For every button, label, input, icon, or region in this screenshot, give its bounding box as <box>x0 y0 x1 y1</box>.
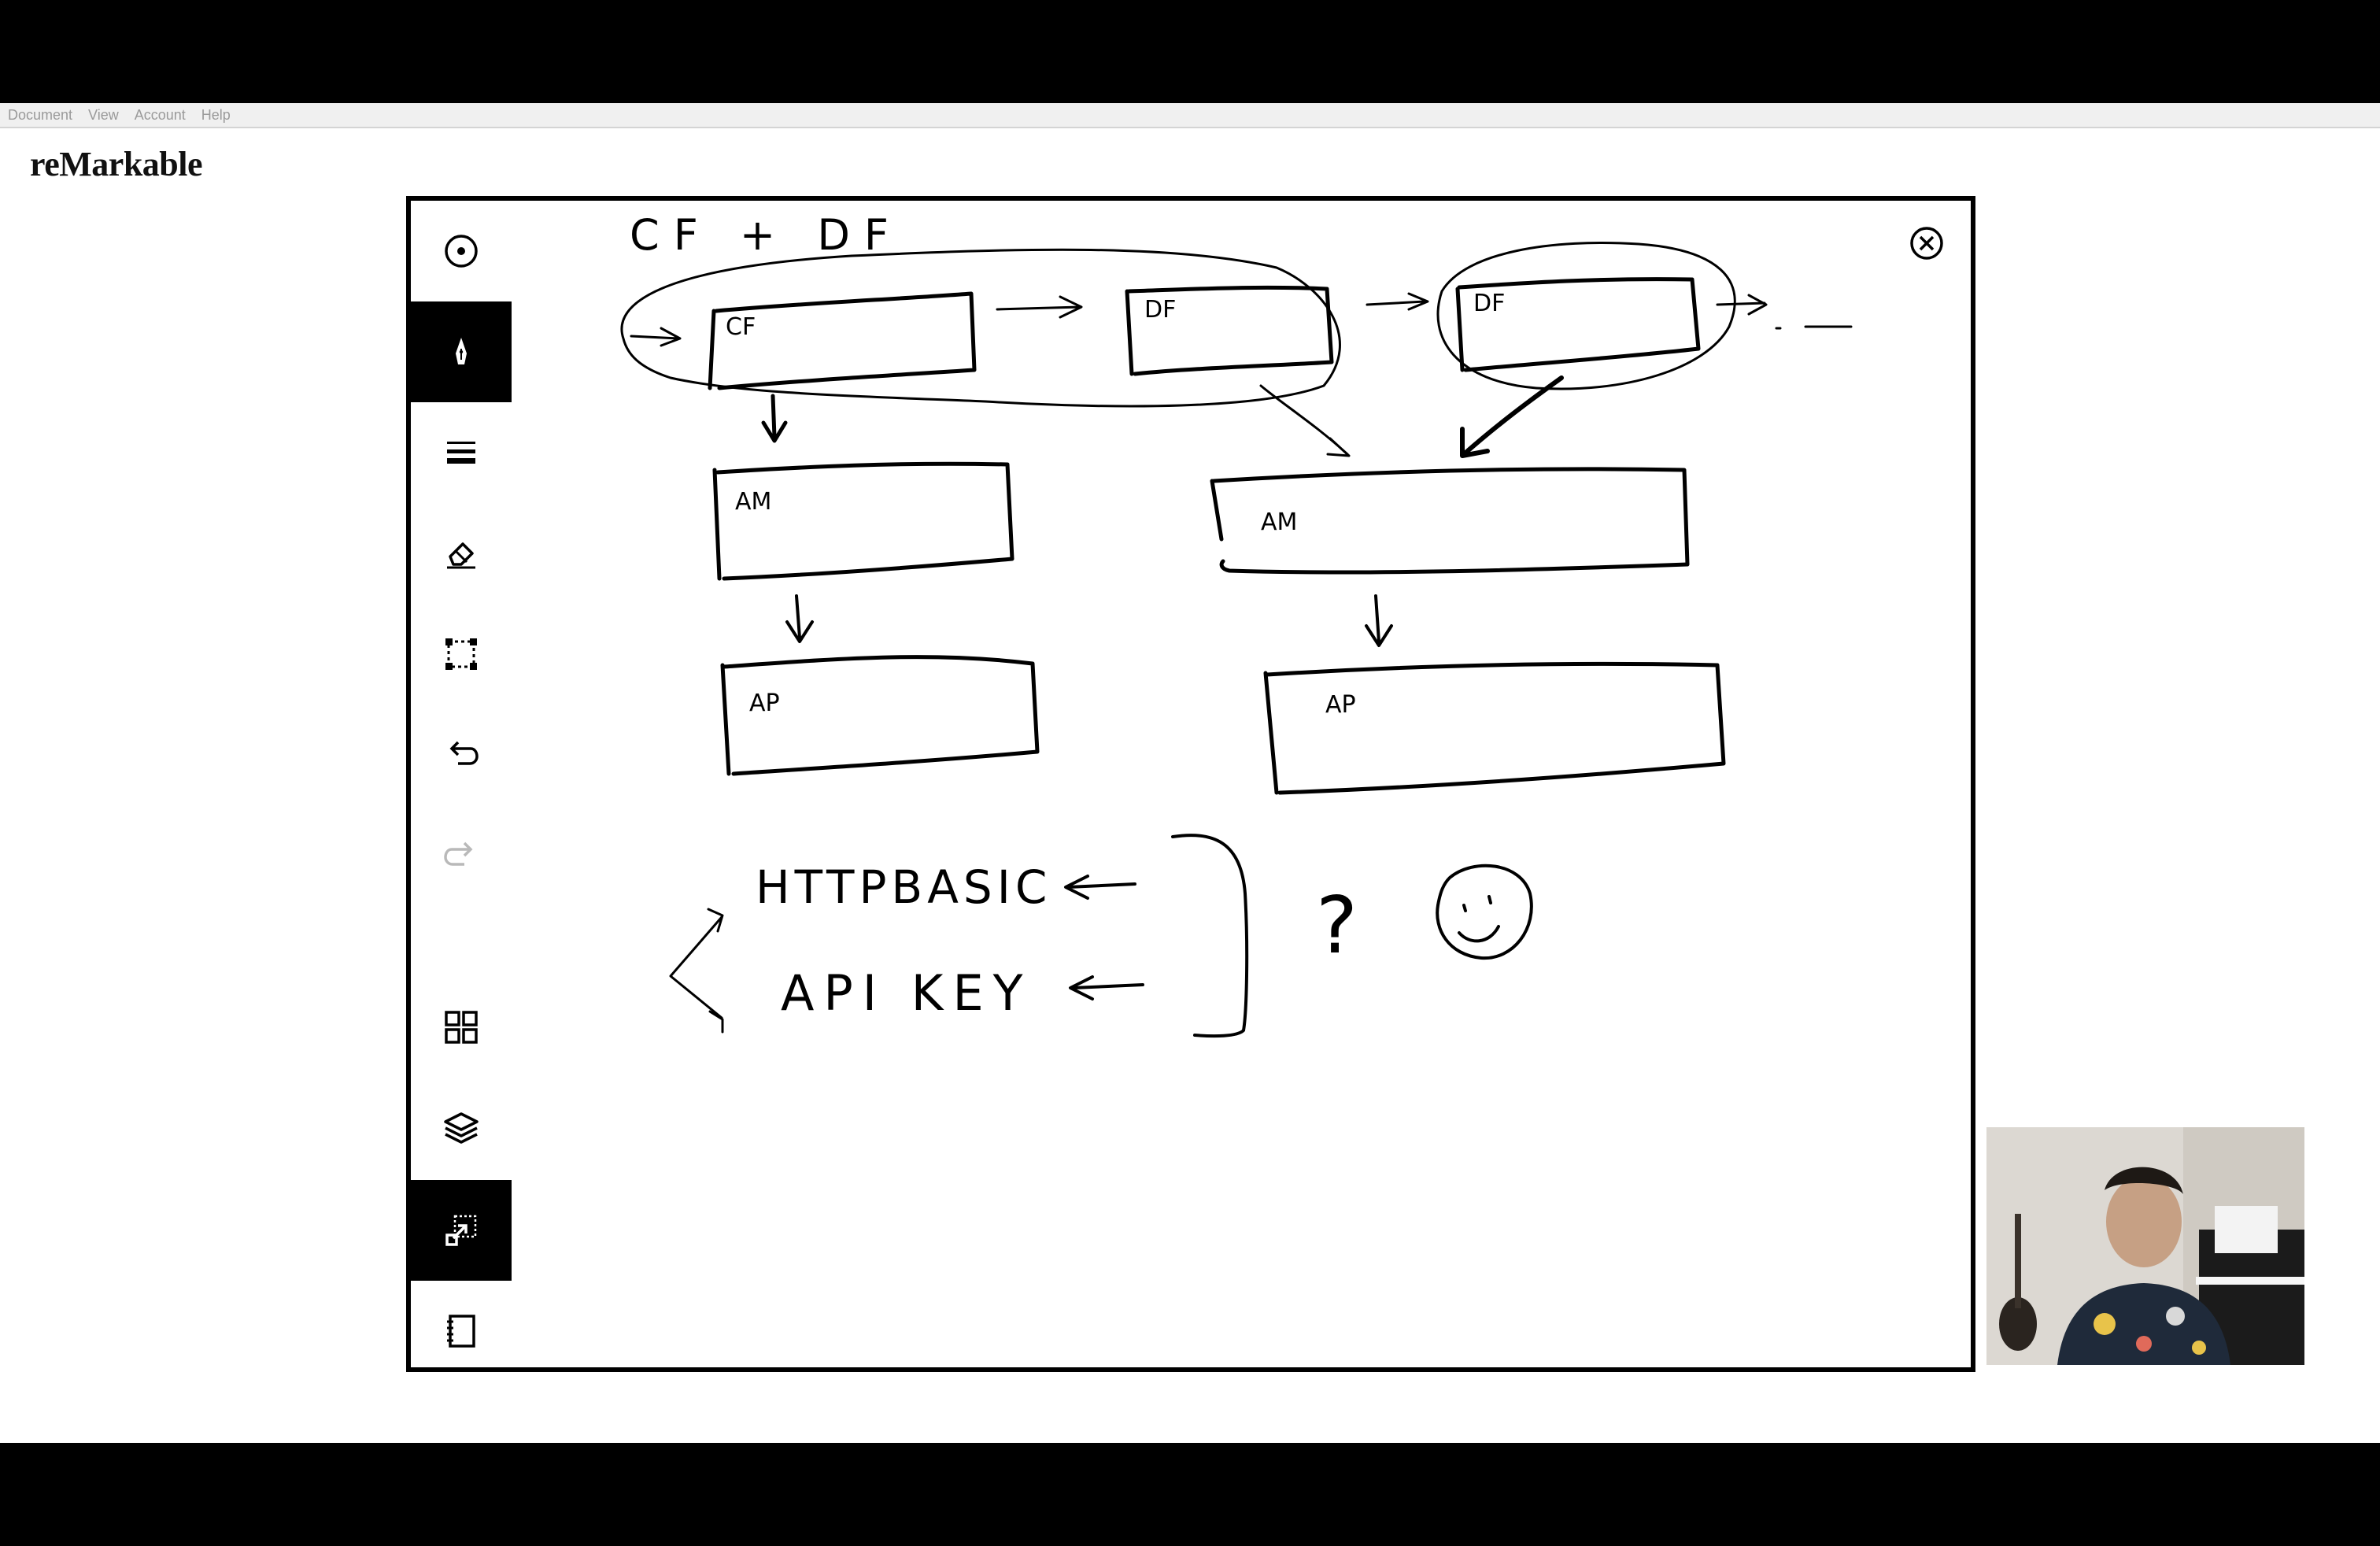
box-df-2 <box>1455 277 1701 372</box>
box-cf <box>708 291 977 390</box>
menu-document[interactable]: Document <box>8 106 73 123</box>
menu-view[interactable]: View <box>88 106 119 123</box>
menu-bar: Document View Account Help <box>0 103 2380 128</box>
box-label-am-2: AM <box>1261 509 1297 536</box>
arrow-into-httpbasic <box>1064 875 1136 900</box>
redo-button[interactable] <box>411 805 512 906</box>
close-icon <box>1910 227 1943 260</box>
undo-button[interactable] <box>411 705 512 805</box>
pen-tool-button[interactable] <box>411 301 512 402</box>
webcam-overlay <box>1986 1127 2304 1365</box>
notebook-icon <box>447 1315 475 1348</box>
drawing-canvas[interactable]: CF + DF <box>411 201 1971 1367</box>
arrow-df-continue <box>1716 294 1768 316</box>
arrow-am-down-2 <box>1365 594 1393 647</box>
target-button[interactable] <box>411 201 512 301</box>
layers-button[interactable] <box>411 1078 512 1178</box>
box-label-cf: CF <box>726 313 756 341</box>
arrow-df-to-df <box>1366 292 1429 311</box>
group-ellipse-df <box>1436 242 1736 390</box>
selection-icon <box>445 638 477 670</box>
handwritten-httpbasic: HTTPBASIC <box>756 860 1051 914</box>
pen-icon <box>456 338 467 364</box>
box-label-ap-2: AP <box>1325 691 1356 719</box>
group-ellipse-cf-df <box>620 248 1341 408</box>
selection-button[interactable] <box>411 604 512 705</box>
tablet-screen: CF + DF <box>406 196 1975 1372</box>
arrow-df-to-am <box>1259 384 1351 457</box>
grid-icon <box>445 1011 478 1044</box>
handwritten-title: CF + DF <box>630 210 903 260</box>
box-am-2 <box>1210 467 1690 575</box>
arrow-df2-to-am <box>1460 375 1564 458</box>
box-label-am-1: AM <box>735 488 771 516</box>
menu-help[interactable]: Help <box>201 106 231 123</box>
box-ap-1 <box>720 655 1040 776</box>
page-grid-button[interactable] <box>411 977 512 1078</box>
box-ap-2 <box>1263 661 1726 795</box>
share-button[interactable] <box>411 1180 512 1281</box>
box-label-df-1: DF <box>1144 296 1176 324</box>
arrow-am-down-1 <box>785 594 814 643</box>
undo-icon <box>449 741 479 765</box>
smiley-face-icon <box>1436 864 1533 960</box>
redo-icon <box>444 841 473 866</box>
eraser-button[interactable] <box>411 503 512 604</box>
handwritten-apikey: API KEY <box>781 964 1033 1022</box>
arrow-cf-down <box>761 394 788 443</box>
box-label-df-2: DF <box>1473 290 1505 317</box>
remarkable-app-window: Document View Account Help reMarkable CF… <box>0 103 2380 1443</box>
eraser-icon <box>447 542 475 569</box>
continuation-dashes <box>1775 325 1853 330</box>
arrow-into-cf <box>630 327 682 347</box>
handwritten-question-mark: ? <box>1316 879 1358 971</box>
arrow-into-apikey <box>1069 975 1144 1000</box>
tool-sidebar <box>411 201 512 1367</box>
close-button[interactable] <box>1906 223 1947 264</box>
box-df-1 <box>1125 285 1334 376</box>
target-icon <box>445 235 478 268</box>
bracket-left <box>669 908 724 1034</box>
bracket-right <box>1171 834 1249 1038</box>
layers-icon <box>444 1112 479 1144</box>
lines-icon <box>447 442 475 464</box>
app-logo: reMarkable <box>30 145 203 183</box>
box-label-ap-1: AP <box>749 690 780 717</box>
box-am-1 <box>712 461 1014 581</box>
webcam-feed-image <box>1986 1127 2304 1365</box>
arrow-cf-to-df <box>996 295 1083 319</box>
line-width-button[interactable] <box>411 402 512 503</box>
menu-account[interactable]: Account <box>134 106 186 123</box>
notebook-button[interactable] <box>411 1281 512 1381</box>
share-icon <box>445 1215 477 1246</box>
